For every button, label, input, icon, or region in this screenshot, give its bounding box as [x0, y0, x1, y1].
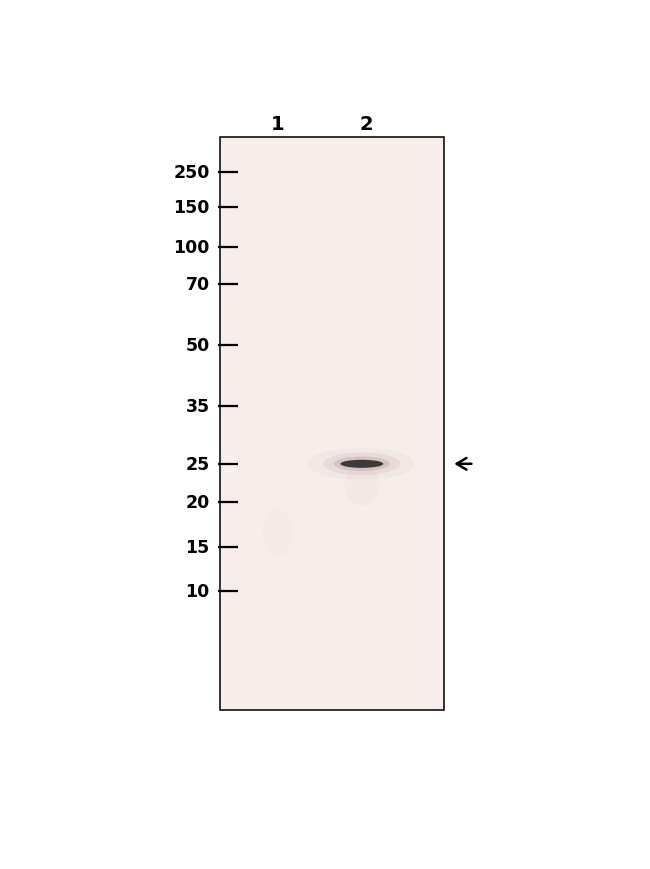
Bar	[220, 137, 444, 710]
Text: 150: 150	[174, 199, 210, 217]
Text: 70: 70	[186, 276, 210, 294]
Ellipse shape	[308, 448, 415, 481]
Text: 35: 35	[186, 398, 210, 415]
Ellipse shape	[334, 457, 389, 472]
Text: 20: 20	[185, 494, 210, 511]
Ellipse shape	[341, 461, 384, 468]
Text: 250: 250	[174, 163, 210, 182]
Text: 15: 15	[185, 538, 210, 556]
Text: 50: 50	[185, 336, 210, 355]
Text: 10: 10	[185, 582, 210, 600]
Ellipse shape	[344, 466, 380, 506]
Text: 1: 1	[271, 115, 285, 134]
Ellipse shape	[263, 509, 292, 556]
Text: 25: 25	[185, 455, 210, 474]
Text: 100: 100	[174, 238, 210, 256]
Text: 2: 2	[359, 115, 372, 134]
Ellipse shape	[323, 453, 400, 475]
